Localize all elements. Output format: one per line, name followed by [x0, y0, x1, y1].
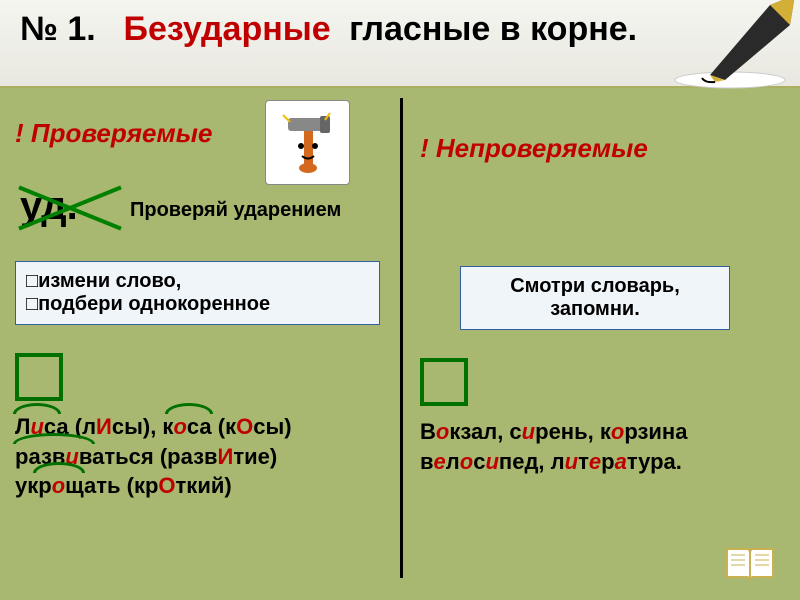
- content: ! Проверяемые уд. Проверяй ударением: [0, 88, 800, 600]
- pen-icon: [660, 0, 800, 90]
- green-square: [420, 358, 468, 406]
- root-arc: [13, 403, 61, 414]
- right-title: ! Непроверяемые: [420, 98, 785, 174]
- example-line: Вокзал, сирень, корзина: [420, 417, 785, 447]
- box-line: Смотри словарь,: [471, 275, 719, 298]
- right-column: ! Непроверяемые Смотри словарь, запомни.…: [405, 88, 800, 486]
- green-square: [15, 353, 63, 401]
- example-line: укрощать (крОткий): [15, 471, 380, 501]
- book-nav-icon[interactable]: [725, 543, 775, 585]
- right-info-box: Смотри словарь, запомни.: [460, 266, 730, 330]
- left-examples: Лиса (лИсы), коса (кОсы) развиваться (ра…: [15, 412, 380, 501]
- check-label: Проверяй ударением: [130, 199, 341, 222]
- ud-row: уд. Проверяй ударением: [15, 164, 380, 249]
- hammer-icon: [265, 100, 350, 185]
- root-arc: [165, 403, 213, 414]
- box-line: запомни.: [471, 298, 719, 321]
- left-column: ! Проверяемые уд. Проверяй ударением: [0, 88, 395, 511]
- header-red-word: Безударные: [124, 10, 331, 48]
- header-number: № 1.: [20, 10, 96, 48]
- box-line: □подбери однокоренное: [26, 293, 369, 316]
- left-info-box: □измени слово, □подбери однокоренное: [15, 261, 380, 325]
- header: № 1. Безударные гласные в корне.: [0, 0, 800, 88]
- header-rest: гласные в корне.: [349, 10, 637, 48]
- box-line: □измени слово,: [26, 270, 369, 293]
- column-divider: [400, 98, 403, 578]
- right-examples: Вокзал, сирень, корзина велосипед, литер…: [420, 417, 785, 476]
- example-line: велосипед, литература.: [420, 447, 785, 477]
